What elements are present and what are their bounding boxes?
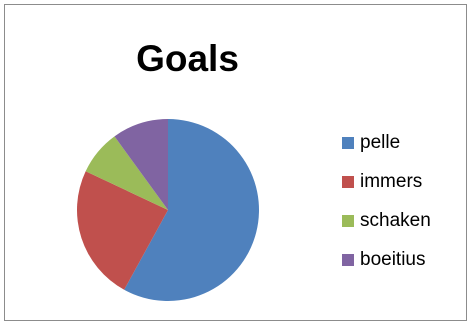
legend-swatch [342, 215, 354, 227]
pie-slice-boeitius [114, 119, 168, 210]
legend-item-pelle: pelle [342, 131, 400, 155]
legend-item-boeitius: boeitius [342, 248, 426, 272]
legend-item-immers: immers [342, 170, 422, 194]
legend-label: boeitius [360, 249, 426, 270]
pie-slice-schaken [85, 136, 168, 210]
chart-title: Goals [136, 38, 239, 79]
pie-slice-immers [77, 171, 168, 290]
legend-item-schaken: schaken [342, 209, 431, 233]
legend-swatch [342, 137, 354, 149]
legend-label: schaken [360, 210, 431, 231]
legend-swatch [342, 176, 354, 188]
legend-swatch [342, 254, 354, 266]
legend-label: immers [360, 171, 423, 192]
pie-slice-pelle [124, 119, 259, 301]
legend-label: pelle [360, 132, 401, 153]
